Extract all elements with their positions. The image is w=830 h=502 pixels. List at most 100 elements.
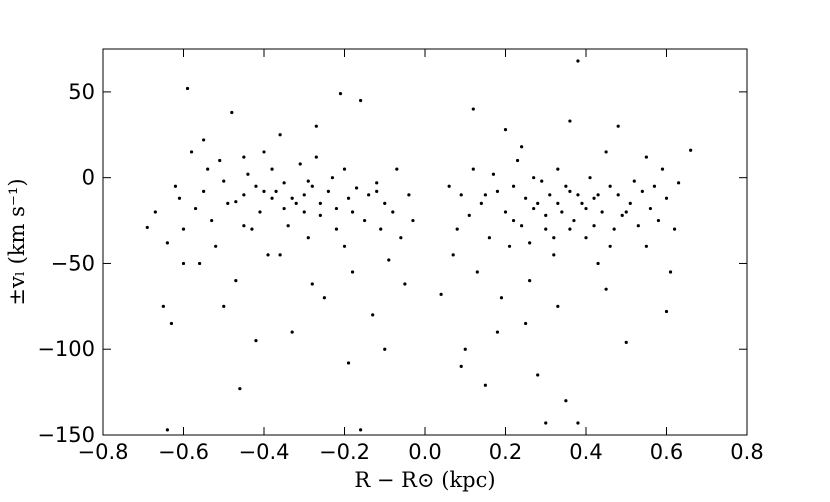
x-tick-label: −0.2: [319, 440, 370, 464]
point: [616, 193, 620, 197]
point: [640, 189, 644, 193]
point: [363, 218, 367, 223]
point: [234, 200, 238, 204]
point: [616, 124, 620, 128]
point: [214, 244, 218, 248]
y-tick-label: −100: [37, 337, 95, 361]
point: [359, 428, 363, 432]
point: [318, 201, 322, 205]
point: [173, 184, 178, 188]
point: [242, 155, 246, 159]
point: [483, 193, 487, 197]
point: [624, 210, 628, 214]
point: [274, 189, 278, 193]
point: [250, 227, 254, 231]
point: [350, 270, 355, 274]
point: [354, 186, 359, 190]
point: [689, 148, 693, 152]
point: [403, 282, 407, 286]
point: [544, 421, 548, 425]
point: [294, 201, 298, 205]
point: [399, 236, 403, 240]
point: [576, 421, 580, 425]
point: [181, 227, 186, 231]
point: [202, 138, 206, 142]
point: [278, 253, 282, 257]
point: [596, 261, 600, 266]
point: [302, 193, 306, 197]
x-tick-label: −0.6: [158, 440, 209, 464]
point: [664, 196, 669, 200]
point: [532, 206, 536, 211]
x-axis-label: R − R⊙ (kpc): [354, 468, 495, 492]
point: [198, 261, 202, 266]
point: [604, 150, 608, 154]
point: [471, 167, 475, 171]
point: [644, 244, 648, 248]
point: [463, 347, 467, 351]
point: [524, 196, 528, 200]
point: [495, 189, 500, 193]
x-tick-label: 0.8: [730, 440, 763, 464]
point: [383, 201, 387, 205]
point: [367, 193, 371, 197]
point: [314, 155, 318, 159]
point: [350, 210, 355, 214]
x-tick-label: 0.4: [569, 440, 602, 464]
point: [447, 184, 451, 188]
point: [564, 184, 568, 188]
point: [306, 236, 310, 240]
point: [532, 176, 536, 180]
point: [298, 162, 302, 166]
point: [306, 179, 310, 183]
point: [515, 158, 520, 163]
point: [596, 193, 600, 197]
point: [310, 282, 314, 286]
point: [165, 241, 169, 245]
point: [266, 253, 270, 257]
point: [222, 304, 226, 308]
point: [254, 184, 258, 188]
point: [592, 224, 596, 228]
point: [262, 150, 266, 154]
point: [536, 373, 540, 377]
point: [568, 189, 572, 193]
point: [572, 218, 576, 223]
point: [548, 193, 552, 197]
point: [608, 184, 612, 188]
point: [310, 184, 314, 188]
point: [628, 201, 632, 205]
point: [242, 224, 246, 228]
point: [648, 206, 653, 211]
point: [193, 206, 198, 211]
point: [576, 59, 580, 63]
y-tick-label: −50: [51, 251, 95, 275]
point: [584, 206, 588, 211]
point: [270, 167, 274, 171]
point: [552, 236, 556, 240]
point: [338, 92, 343, 96]
y-tick-label: 50: [68, 80, 95, 104]
point: [342, 167, 347, 171]
point: [185, 86, 190, 91]
point: [169, 321, 174, 326]
point: [495, 330, 500, 334]
x-tick-label: 0.6: [650, 440, 683, 464]
point: [471, 107, 475, 111]
point: [242, 193, 246, 197]
x-tick-label: −0.8: [78, 440, 129, 464]
point: [206, 167, 210, 171]
point: [668, 270, 673, 274]
x-tick-label: 0.2: [489, 440, 522, 464]
point: [161, 304, 165, 308]
point: [153, 210, 157, 214]
point: [568, 119, 572, 123]
y-tick-label: −150: [37, 423, 95, 447]
point: [608, 244, 612, 248]
point: [524, 321, 528, 326]
point: [584, 236, 588, 240]
point: [544, 213, 548, 218]
point: [552, 253, 556, 257]
point: [528, 279, 532, 283]
